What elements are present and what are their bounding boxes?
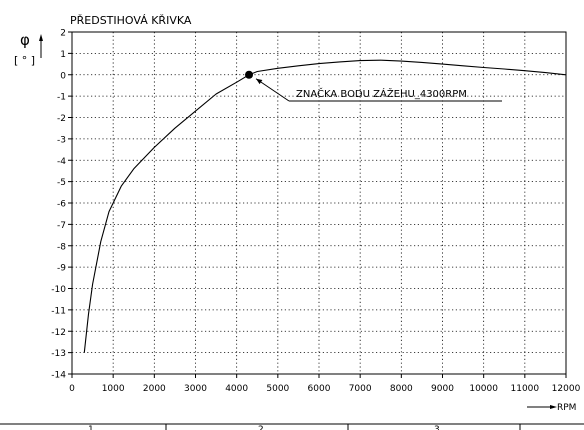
- ignition-point-marker: [245, 70, 254, 79]
- x-tick-label: 9000: [431, 384, 454, 394]
- y-tick-label: -6: [57, 200, 66, 210]
- series-group: [83, 59, 567, 353]
- series-line-0: [83, 59, 567, 353]
- annotation-label: ZNAČKA BODU ZÁŽEHU_4300RPM: [296, 87, 467, 100]
- y-axis-arrow: [39, 34, 43, 58]
- x-tick-label: 5000: [266, 384, 289, 394]
- x-axis-label: RPM: [557, 403, 576, 413]
- y-tick-label: -4: [57, 157, 66, 167]
- y-tick-label: -14: [51, 371, 66, 381]
- y-tick-label: -11: [51, 306, 66, 316]
- y-tick-label: 2: [60, 29, 66, 39]
- y-tick-label: -12: [51, 328, 66, 338]
- x-tick-label: 4000: [225, 384, 248, 394]
- grid: [72, 32, 566, 374]
- y-tick-label: -9: [57, 264, 66, 274]
- annotation-group: ZNAČKA BODU ZÁŽEHU_4300RPM: [245, 70, 502, 102]
- y-tick-label: 1: [60, 50, 66, 60]
- x-tick-label: 3000: [184, 384, 207, 394]
- x-axis-arrow: [527, 405, 557, 409]
- y-axis-unit: [ ° ]: [14, 54, 35, 67]
- footer-label-3: 3: [434, 425, 440, 430]
- y-tick-label: -2: [57, 114, 66, 124]
- y-tick-labels: 2 1 0 -1 -2 -3 -4 -5 -6 -7 -8 -9 -10 -11 -12 -13 -14: [51, 29, 72, 381]
- y-tick-label: -7: [57, 221, 66, 231]
- x-tick-label: 8000: [390, 384, 413, 394]
- x-tick-label: 11000: [511, 384, 540, 394]
- y-tick-label: -5: [57, 178, 66, 188]
- chart-title: PŘEDSTIHOVÁ KŘIVKA: [70, 14, 192, 27]
- x-tick-label: 7000: [349, 384, 372, 394]
- y-axis-symbol: φ: [20, 31, 30, 49]
- x-tick-label: 12000: [552, 384, 581, 394]
- x-tick-label: 1000: [102, 384, 125, 394]
- y-tick-label: 0: [60, 71, 66, 81]
- annotation-arrowhead: [256, 78, 263, 85]
- x-tick-labels: 0 1000 2000 3000 4000 5000 6000 7000 8000 9000 100…: [69, 374, 581, 394]
- x-tick-label: 6000: [308, 384, 331, 394]
- x-tick-label: 0: [69, 384, 75, 394]
- y-tick-label: -1: [57, 93, 66, 103]
- footer-strip: 1 2 3: [0, 423, 584, 430]
- footer-label-1: 1: [88, 425, 94, 430]
- x-tick-label: 2000: [143, 384, 166, 394]
- x-tick-label: 10000: [469, 384, 498, 394]
- annotation-leader: [255, 78, 290, 102]
- y-tick-label: -13: [51, 349, 66, 359]
- footer-label-2: 2: [258, 425, 264, 430]
- y-tick-label: -10: [51, 285, 66, 295]
- y-tick-label: -8: [57, 242, 66, 252]
- y-tick-label: -3: [57, 135, 66, 145]
